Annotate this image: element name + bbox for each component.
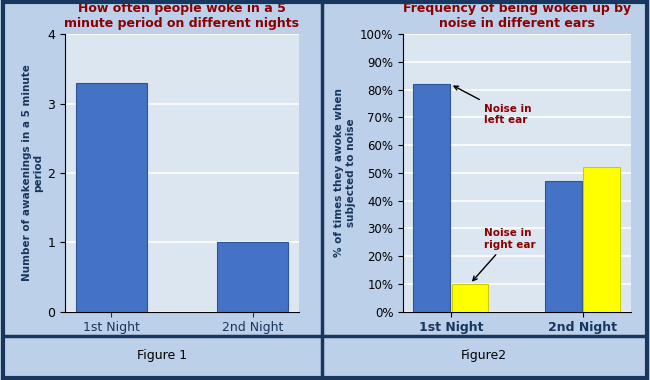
Text: Noise in
right ear: Noise in right ear xyxy=(473,228,536,280)
Text: Noise in
left ear: Noise in left ear xyxy=(454,86,531,125)
Y-axis label: Number of awakenings in a 5 minute
period: Number of awakenings in a 5 minute perio… xyxy=(21,65,43,281)
Bar xyxy=(218,242,289,312)
Title: How often people woke in a 5
minute period on different nights: How often people woke in a 5 minute peri… xyxy=(64,2,300,30)
Bar xyxy=(413,84,450,312)
Bar xyxy=(545,181,582,312)
Text: Figure 1: Figure 1 xyxy=(137,349,188,362)
Y-axis label: % of times they awoke when
subjected to noise: % of times they awoke when subjected to … xyxy=(334,89,356,257)
Bar xyxy=(583,167,620,312)
Bar xyxy=(75,83,146,312)
Bar xyxy=(452,284,488,312)
Text: Figure2: Figure2 xyxy=(462,349,507,362)
Title: Frequency of being woken up by
noise in different ears: Frequency of being woken up by noise in … xyxy=(403,2,630,30)
